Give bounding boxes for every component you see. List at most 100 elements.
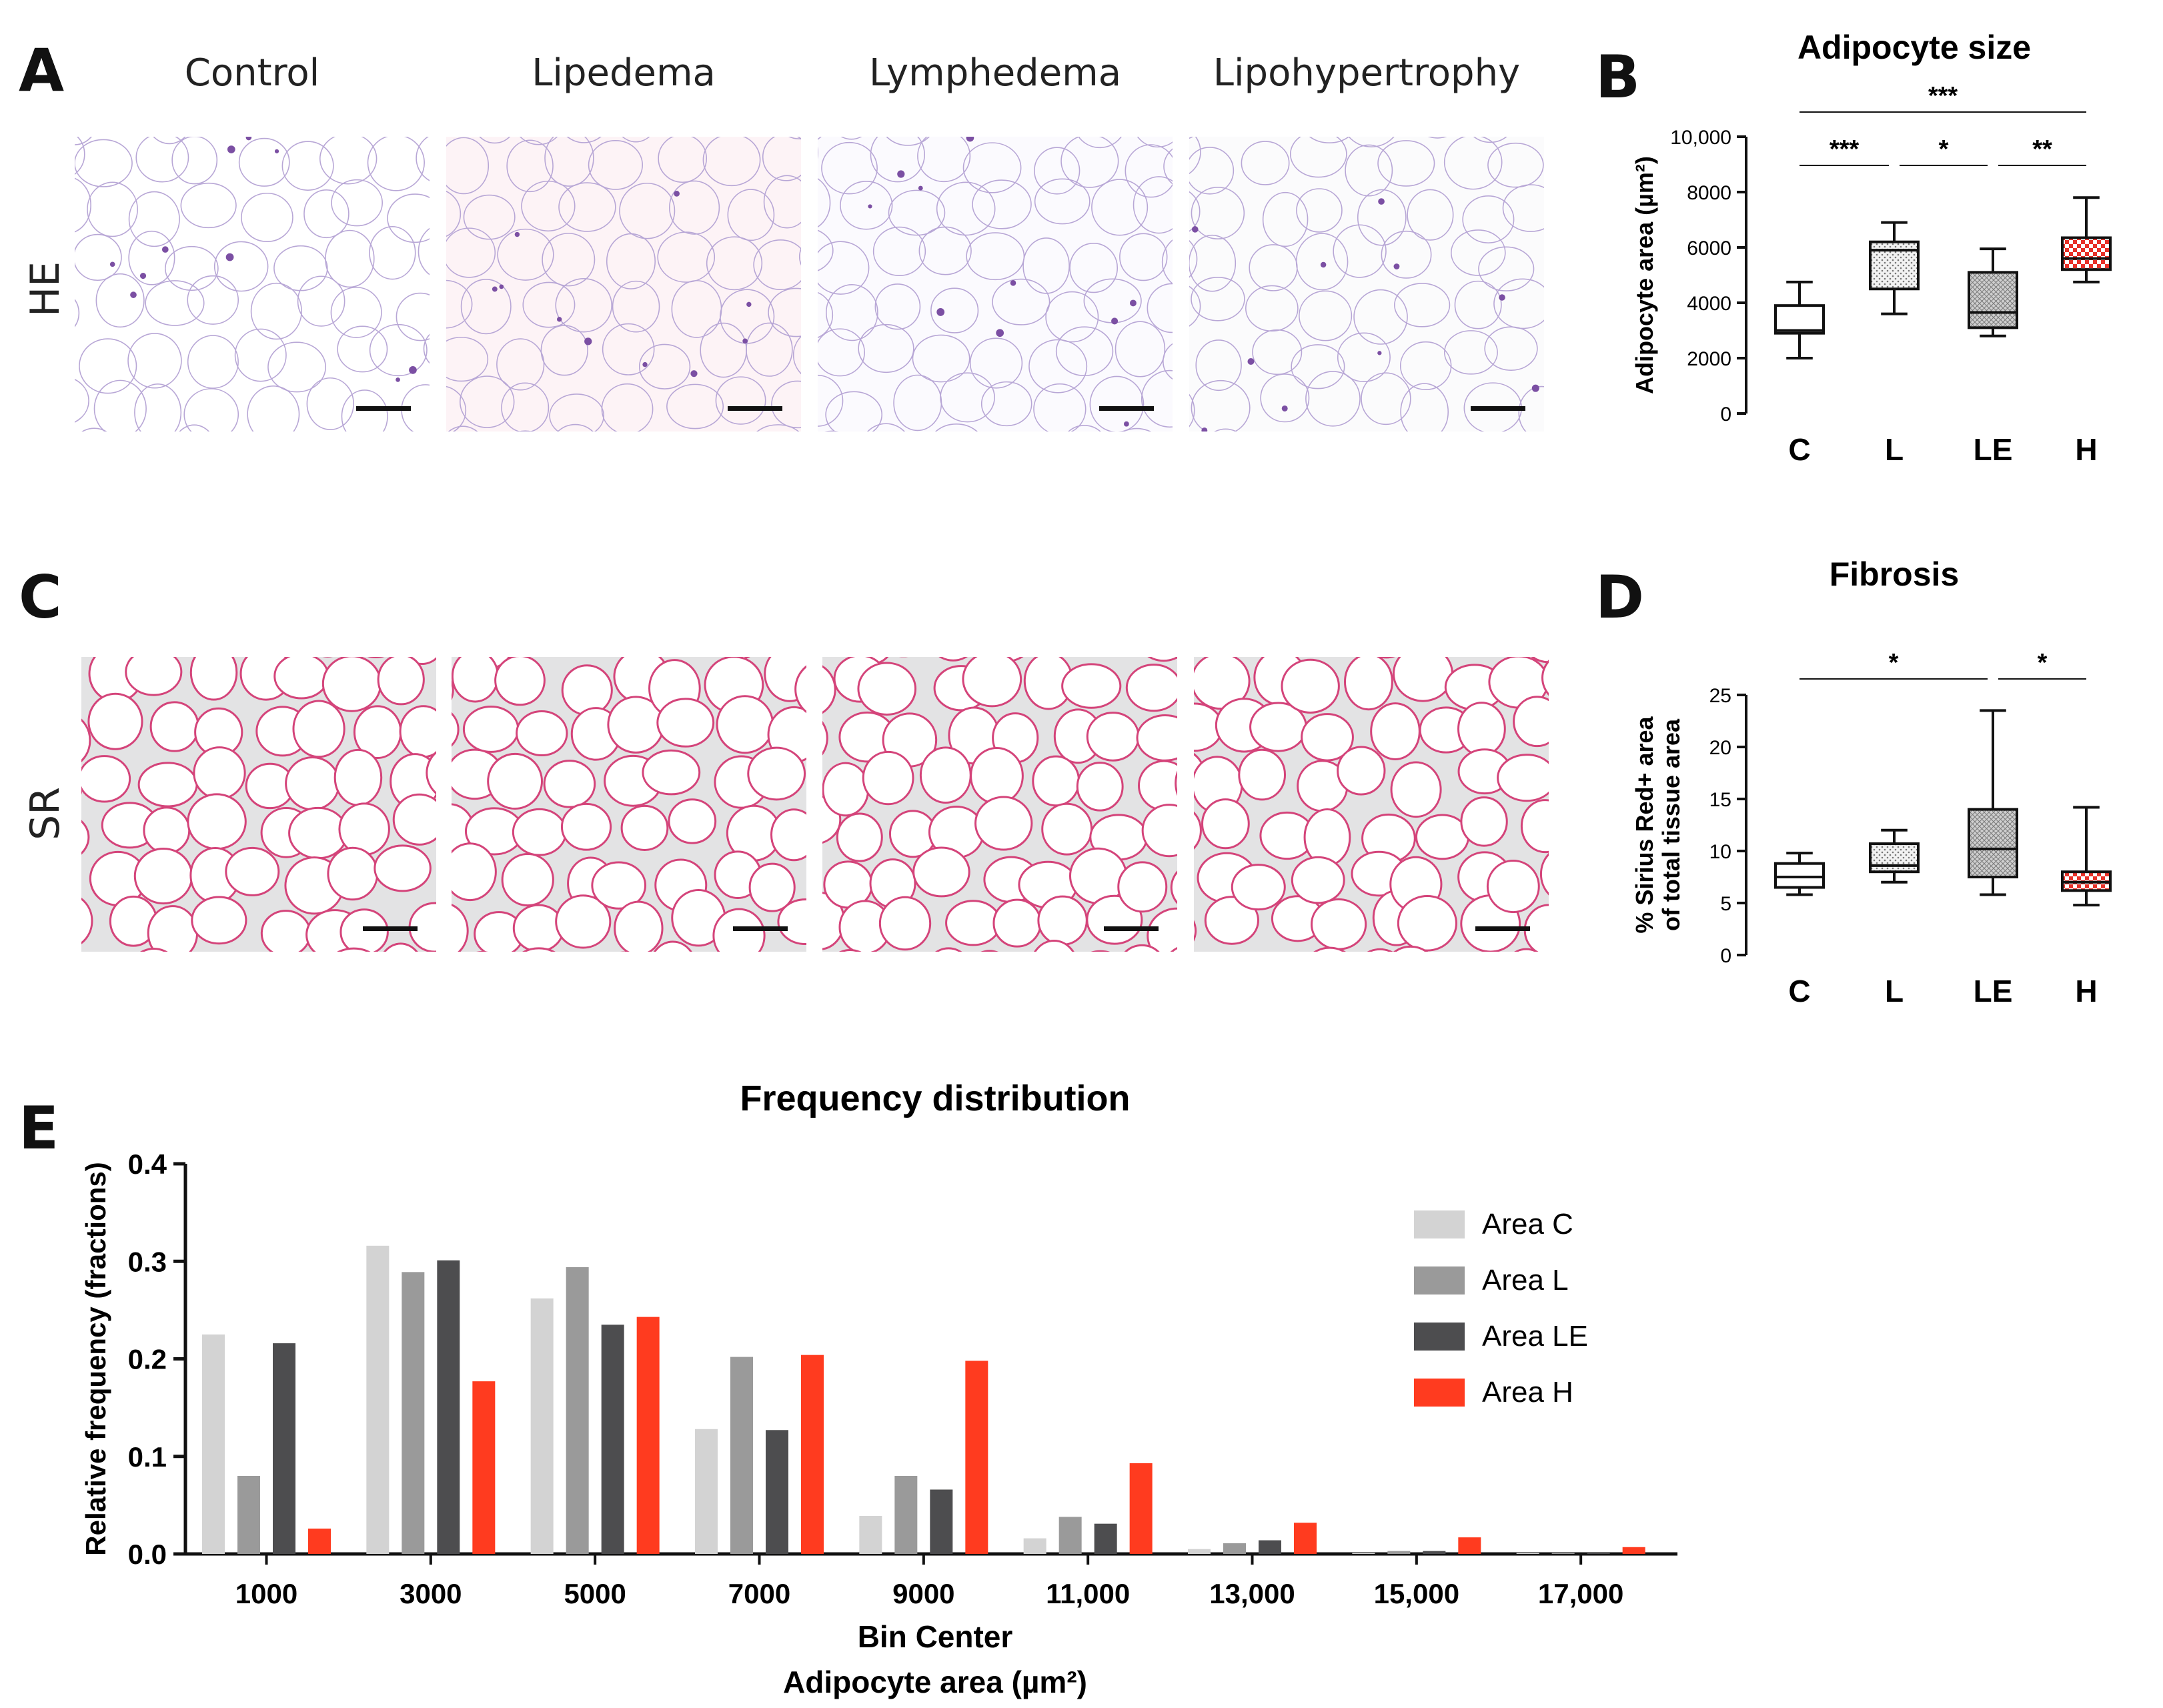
adipocyte-cell [250,282,302,340]
adipocyte-cell [416,137,430,181]
bar [1423,1551,1446,1554]
box [2061,236,2112,271]
adipocyte-cell [496,338,545,391]
micrograph-he-lipedema [446,137,801,432]
adipocyte-cell [331,179,383,227]
adipocyte-cell [1367,948,1393,952]
legend-label: Area H [1482,1376,1573,1409]
adipocyte-cell [962,657,1022,708]
adipocyte-cell [1454,280,1502,329]
adipocyte-cell [260,910,311,952]
scale-bar [1471,406,1525,411]
adipocyte-cell [128,191,180,247]
adipocyte-cell [1034,147,1080,195]
adipocyte-cell [341,389,388,432]
nucleus-dot [1377,351,1382,355]
adipocyte-cell [1513,696,1549,748]
adipocyte-cell [387,193,430,243]
adipocyte-cell [180,182,237,229]
adipocyte-cell [1119,233,1168,281]
adipocyte-cell [446,137,490,195]
adipocyte-cell [75,233,122,281]
y-tick-label: 0.2 [128,1344,167,1375]
adipocyte-cell [798,247,801,266]
y-tick-label: 5 [1720,893,1731,915]
adipocyte-cell [818,328,865,377]
scale-bar [1475,926,1530,931]
y-tick-label: 6000 [1687,237,1731,259]
adipocyte-cell [557,423,594,432]
micrograph-background [75,137,430,432]
adipocyte-cell [522,947,556,952]
nucleus-dot [1111,317,1119,325]
adipocyte-cell [1061,663,1122,709]
adipocyte-cell [561,664,613,716]
adipocyte-cell [1460,796,1508,847]
adipocyte-cell [658,137,708,183]
box [1869,842,1920,874]
adipocyte-cell [93,379,147,432]
bar [1387,1551,1411,1554]
adipocyte-cell [418,227,430,275]
adipocyte-cell [1069,242,1119,293]
nucleus-dot [674,191,680,197]
nucleus-dot [130,291,137,298]
panel-letter-b: B [1595,43,1641,111]
adipocyte-cell [423,333,430,364]
adipocyte-cell [1189,393,1195,428]
y-tick-label: 10 [1709,841,1731,863]
chart-title: Adipocyte size [1797,29,2031,66]
adipocyte-cell [716,695,774,754]
adipocyte-cell [601,383,654,432]
adipocyte-cell [962,142,1022,193]
nucleus-dot [1320,261,1327,268]
adipocyte-cell [1484,326,1538,371]
y-tick-label: 15 [1709,789,1731,811]
adipocyte-cell [1291,344,1345,389]
adipocyte-cell [446,227,496,278]
adipocyte-cell [1520,799,1549,854]
adipocyte-cell [1260,373,1310,423]
bar [1587,1553,1610,1554]
adipocyte-cell [446,385,467,432]
adipocyte-cell [452,657,499,703]
adipocyte-cell [1518,385,1544,432]
x-tick-label: 17,000 [1538,1578,1623,1609]
x-tick-label: H [2075,432,2097,467]
adipocyte-cell [1493,278,1544,329]
x-tick-label: 15,000 [1374,1578,1459,1609]
bar [859,1515,882,1554]
box [1869,240,1920,291]
adipocyte-cell [669,180,720,235]
adipocyte-cell [306,377,354,430]
adipocyte-cell [327,846,379,901]
adipocyte-cell [1204,896,1259,945]
nucleus-dot [109,261,115,267]
significance-label: * [1939,135,1949,163]
box [1774,862,1825,889]
adipocyte-cell [1541,660,1549,696]
adipocyte-cell [1357,189,1407,246]
bar [437,1260,460,1554]
x-tick-label: LE [1974,974,2013,1008]
adipocyte-cell [1281,658,1340,714]
adipocyte-cell [727,189,775,241]
adipocyte-cell [462,705,520,753]
adipocyte-cell [1125,664,1177,712]
bar [636,1317,660,1554]
adipocyte-cell [818,241,870,295]
adipocyte-cell [247,385,300,432]
adipocyte-cell [133,847,193,905]
adipocyte-cell [494,657,546,706]
nucleus-dot [274,149,279,153]
x-tick-label: 7000 [728,1578,790,1609]
adipocyte-cell [912,334,970,383]
adipocyte-cell [858,323,914,373]
y-tick-label: 25 [1709,685,1731,707]
adipocyte-cell [1514,948,1539,952]
y-axis-label: Adipocyte area (µm²) [1631,156,1658,394]
adipocyte-cell [788,137,801,139]
bar [766,1430,788,1554]
adipocyte-cell [934,947,962,952]
adipocyte-cell [171,137,218,185]
